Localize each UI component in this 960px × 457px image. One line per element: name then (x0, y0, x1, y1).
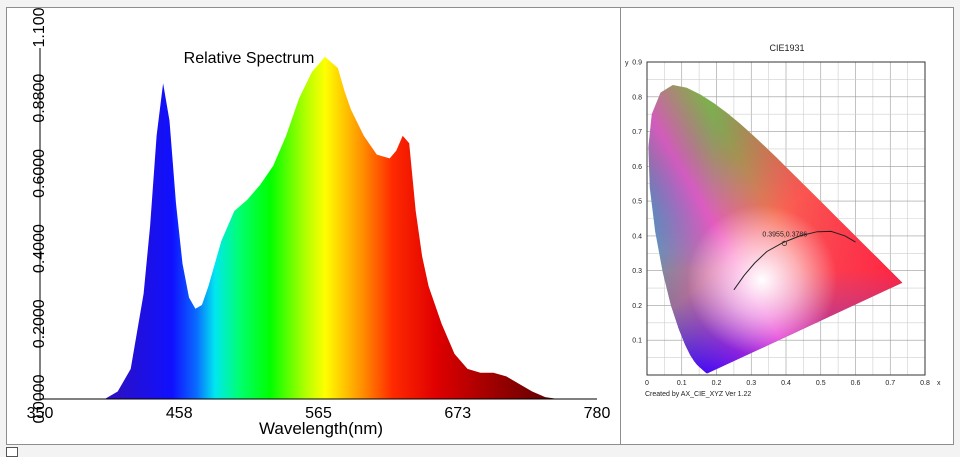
cie-x-tick-label: 0.3 (746, 380, 756, 387)
cie-y-tick-label: 0.9 (632, 60, 642, 67)
cie-x-axis-label: x (937, 380, 941, 387)
cie-y-tick-label: 0.8 (632, 94, 642, 101)
y-tick-label: 0.2000 (31, 299, 48, 348)
cie-x-tick-label: 0.7 (885, 380, 895, 387)
x-tick-label: 565 (305, 405, 332, 422)
cie-chart: 0.3955,0.3786 0 0.1 0.2 0.3 0.4 0.5 0.6 0.7 0.8 … (625, 60, 941, 399)
cie-y-tick-label: 0.1 (632, 338, 642, 345)
x-tick-label: 780 (584, 405, 611, 422)
cie-x-tick-label: 0.8 (920, 380, 930, 387)
cie-x-tick-label: 0.6 (851, 380, 861, 387)
chart-title: Relative Spectrum (184, 50, 315, 67)
cie-x-tick-label: 0.4 (781, 380, 791, 387)
caption-marker (6, 447, 18, 457)
cie-y-tick-label: 0.4 (632, 233, 642, 240)
cie-x-tick-label: 0.5 (816, 380, 826, 387)
y-tick-label: 0.6000 (31, 149, 48, 198)
y-tick-label: 0.0000 (31, 374, 48, 423)
chromaticity-point (781, 240, 788, 246)
chromaticity-point-label: 0.3955,0.3786 (762, 231, 807, 238)
x-tick-label: 350 (27, 405, 54, 422)
cie-footer-credit: Created by AX_CIE_XYZ Ver 1.22 (645, 391, 751, 398)
cie-y-axis-label: y (625, 60, 629, 67)
cie-y-tick-label: 0.3 (632, 268, 642, 275)
x-axis-label: Wavelength(nm) (259, 419, 383, 438)
spectrum-chart: Relative Spectrum Wavelength(nm) 350 458 5… (27, 8, 611, 438)
y-tick-label: 0.8800 (31, 74, 48, 123)
cie-y-tick-label: 0.2 (632, 303, 642, 310)
panel-divider (620, 7, 621, 445)
spectrum-area (104, 56, 559, 400)
cie-y-tick-label: 0.5 (632, 199, 642, 206)
cie-x-tick-label: 0.1 (677, 380, 687, 387)
planckian-locus-curve (733, 230, 856, 291)
cie-x-tick-label: 0 (645, 380, 649, 387)
cie-x-tick-label: 0.2 (712, 380, 722, 387)
cie-y-tick-label: 0.6 (632, 164, 642, 171)
y-tick-label: 0.4000 (31, 224, 48, 273)
cie-chart-title: CIE1931 (769, 43, 805, 53)
x-tick-label: 458 (166, 405, 193, 422)
x-tick-label: 673 (444, 405, 471, 422)
y-tick-label: 1.1000 (31, 8, 48, 47)
cie-y-tick-label: 0.7 (632, 129, 642, 136)
cie-plot-border (646, 61, 926, 376)
